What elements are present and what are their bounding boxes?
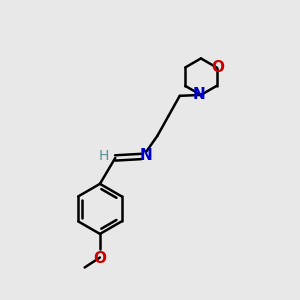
Text: O: O [212,60,225,75]
Text: O: O [93,251,106,266]
Text: H: H [99,148,109,163]
Text: N: N [140,148,152,164]
Text: N: N [193,87,206,102]
